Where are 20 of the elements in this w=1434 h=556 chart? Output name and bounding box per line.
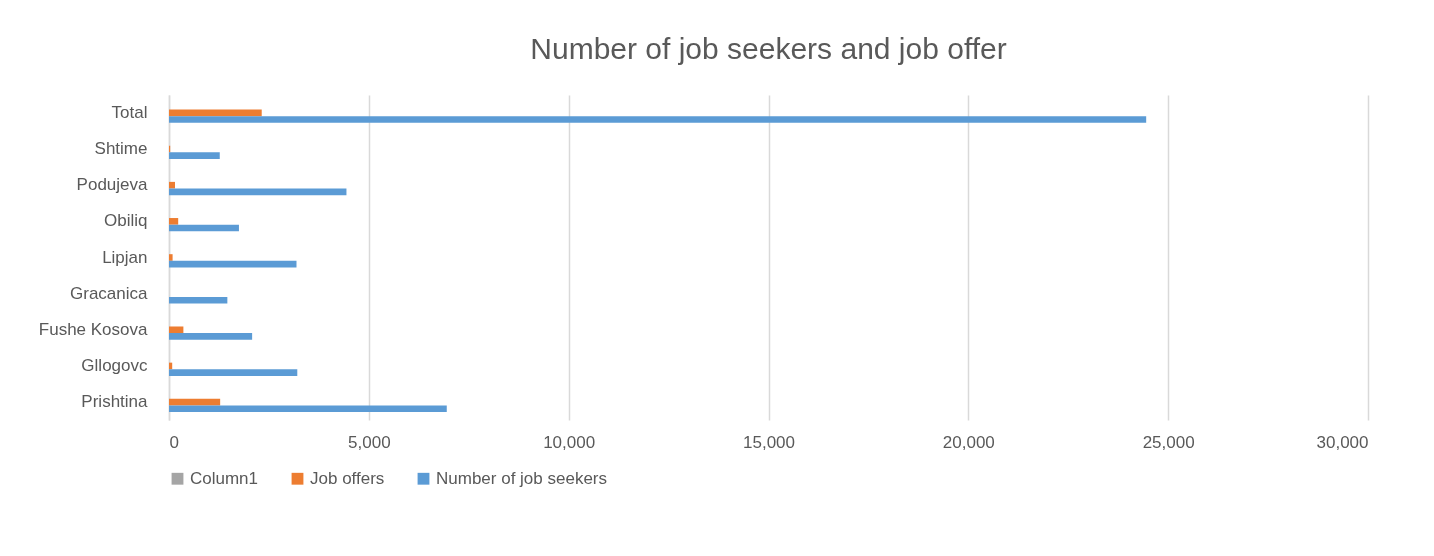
legend-label: Job offers <box>310 468 385 488</box>
y-tick-label: Total <box>111 102 148 122</box>
y-tick-label: Obiliq <box>104 211 148 231</box>
x-tick-label: 0 <box>169 432 179 452</box>
y-tick-label: Fushe Kosova <box>38 319 149 339</box>
legend-label: Column1 <box>190 468 259 488</box>
legend-label: Number of job seekers <box>436 468 608 488</box>
y-tick-label: Gllogovc <box>81 355 148 375</box>
y-tick-label: Lipjan <box>102 247 148 267</box>
y-tick-label: Prishtina <box>81 392 149 412</box>
chart-title: Number of job seekers and job offer <box>530 32 1007 65</box>
y-tick-label: Shtime <box>94 139 148 159</box>
y-tick-label: Gracanica <box>70 283 149 303</box>
x-tick-label: 25,000 <box>1142 432 1195 452</box>
x-tick-label: 10,000 <box>543 432 596 452</box>
x-tick-label: 5,000 <box>348 432 391 452</box>
x-tick-label: 20,000 <box>942 432 995 452</box>
y-tick-label: Podujeva <box>76 175 149 195</box>
x-tick-label: 15,000 <box>743 432 795 452</box>
x-tick-label: 30,000 <box>1316 432 1369 452</box>
